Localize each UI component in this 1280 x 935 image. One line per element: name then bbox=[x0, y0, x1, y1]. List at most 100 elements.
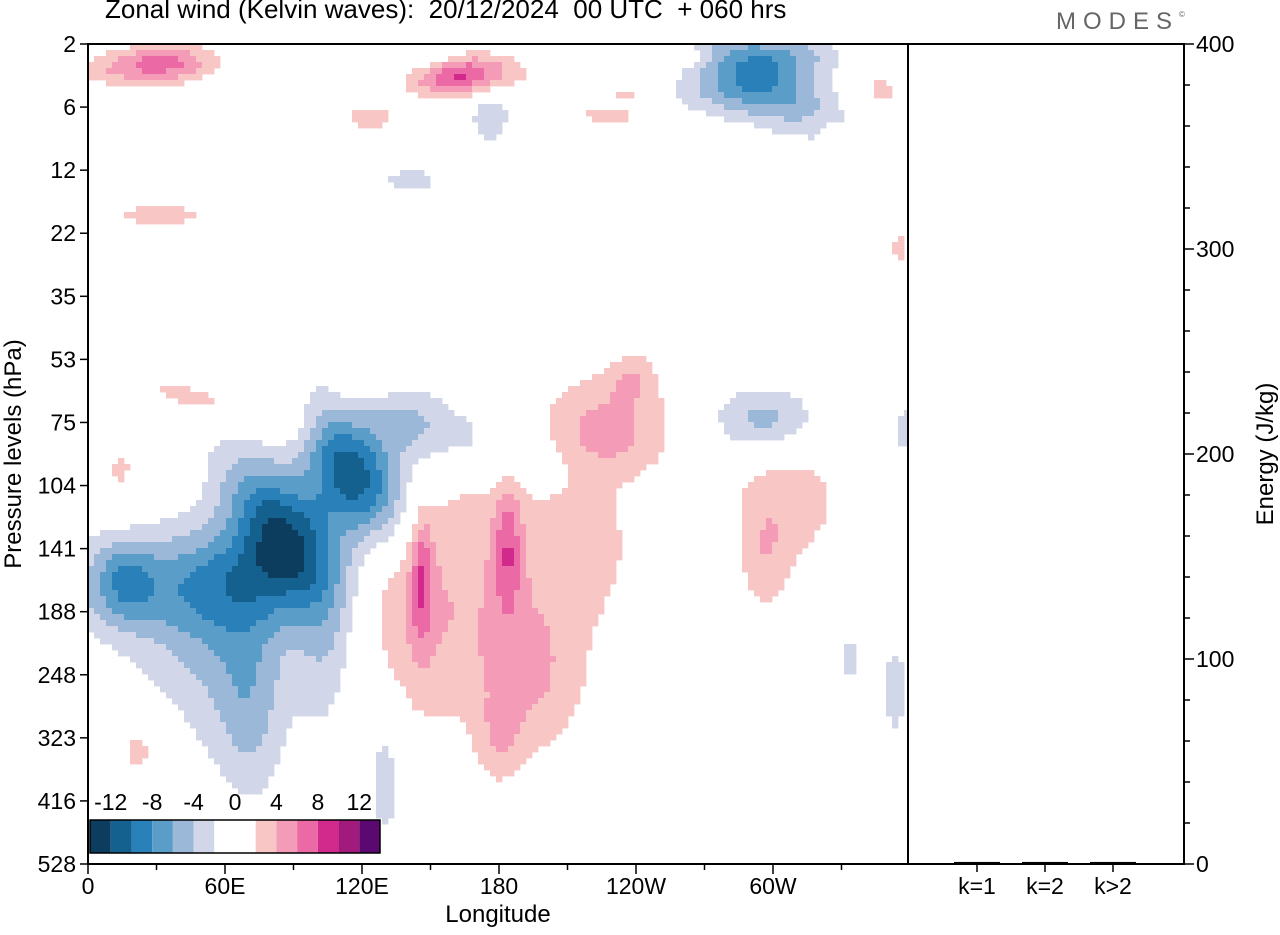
field-cell bbox=[526, 578, 532, 584]
field-cell bbox=[790, 398, 796, 404]
field-cell bbox=[688, 80, 694, 86]
field-cell bbox=[454, 62, 460, 68]
field-cell bbox=[484, 602, 490, 608]
field-cell bbox=[376, 458, 382, 464]
field-cell bbox=[160, 68, 166, 74]
field-cell bbox=[568, 572, 574, 578]
field-cell bbox=[568, 650, 574, 656]
field-cell bbox=[766, 398, 772, 404]
field-cell bbox=[772, 62, 778, 68]
field-cell bbox=[502, 56, 508, 62]
field-cell bbox=[130, 740, 136, 746]
field-cell bbox=[508, 710, 514, 716]
field-cell bbox=[268, 476, 274, 482]
field-cell bbox=[130, 638, 136, 644]
field-cell bbox=[190, 596, 196, 602]
field-cell bbox=[790, 74, 796, 80]
field-cell bbox=[502, 494, 508, 500]
field-cell bbox=[256, 446, 262, 452]
field-cell bbox=[790, 122, 796, 128]
field-cell bbox=[382, 644, 388, 650]
field-cell bbox=[256, 488, 262, 494]
field-cell bbox=[292, 590, 298, 596]
field-cell bbox=[652, 386, 658, 392]
field-cell bbox=[418, 602, 424, 608]
field-cell bbox=[778, 548, 784, 554]
field-cell bbox=[262, 470, 268, 476]
field-cell bbox=[610, 386, 616, 392]
field-cell bbox=[508, 536, 514, 542]
field-cell bbox=[832, 50, 838, 56]
field-cell bbox=[448, 416, 454, 422]
field-cell bbox=[754, 518, 760, 524]
field-cell bbox=[418, 656, 424, 662]
field-cell bbox=[334, 410, 340, 416]
field-cell bbox=[328, 392, 334, 398]
field-cell bbox=[454, 92, 460, 98]
field-cell bbox=[310, 488, 316, 494]
field-cell bbox=[712, 80, 718, 86]
field-cell bbox=[748, 392, 754, 398]
field-cell bbox=[430, 398, 436, 404]
field-cell bbox=[376, 812, 382, 818]
field-cell bbox=[520, 668, 526, 674]
field-cell bbox=[460, 542, 466, 548]
field-cell bbox=[118, 638, 124, 644]
field-cell bbox=[730, 86, 736, 92]
field-cell bbox=[250, 590, 256, 596]
field-cell bbox=[784, 554, 790, 560]
field-cell bbox=[502, 554, 508, 560]
field-cell bbox=[250, 518, 256, 524]
field-cell bbox=[262, 524, 268, 530]
field-cell bbox=[310, 656, 316, 662]
field-cell bbox=[484, 536, 490, 542]
field-cell bbox=[292, 614, 298, 620]
field-cell bbox=[640, 374, 646, 380]
field-cell bbox=[304, 608, 310, 614]
field-cell bbox=[286, 608, 292, 614]
field-cell bbox=[808, 116, 814, 122]
field-cell bbox=[280, 704, 286, 710]
field-cell bbox=[550, 560, 556, 566]
field-cell bbox=[616, 416, 622, 422]
field-cell bbox=[298, 536, 304, 542]
field-cell bbox=[292, 512, 298, 518]
field-cell bbox=[262, 728, 268, 734]
field-cell bbox=[214, 716, 220, 722]
field-cell bbox=[274, 470, 280, 476]
field-cell bbox=[634, 440, 640, 446]
field-cell bbox=[256, 656, 262, 662]
field-cell bbox=[520, 488, 526, 494]
field-cell bbox=[736, 110, 742, 116]
field-cell bbox=[532, 734, 538, 740]
field-cell bbox=[478, 644, 484, 650]
field-cell bbox=[430, 698, 436, 704]
field-cell bbox=[178, 518, 184, 524]
field-cell bbox=[538, 620, 544, 626]
field-cell bbox=[268, 662, 274, 668]
field-cell bbox=[322, 506, 328, 512]
field-cell bbox=[490, 542, 496, 548]
field-cell bbox=[484, 626, 490, 632]
field-cell bbox=[754, 116, 760, 122]
field-cell bbox=[346, 590, 352, 596]
field-cell bbox=[160, 62, 166, 68]
field-cell bbox=[448, 440, 454, 446]
field-cell bbox=[460, 614, 466, 620]
field-cell bbox=[484, 752, 490, 758]
field-cell bbox=[436, 440, 442, 446]
field-cell bbox=[100, 68, 106, 74]
field-cell bbox=[604, 368, 610, 374]
field-cell bbox=[802, 86, 808, 92]
field-cell bbox=[490, 518, 496, 524]
field-cell bbox=[826, 98, 832, 104]
field-cell bbox=[286, 578, 292, 584]
field-cell bbox=[304, 476, 310, 482]
colorbar-label: 12 bbox=[346, 789, 372, 815]
field-cell bbox=[268, 680, 274, 686]
field-cell bbox=[568, 644, 574, 650]
field-cell bbox=[190, 614, 196, 620]
field-cell bbox=[238, 566, 244, 572]
field-cell bbox=[394, 416, 400, 422]
field-cell bbox=[166, 632, 172, 638]
